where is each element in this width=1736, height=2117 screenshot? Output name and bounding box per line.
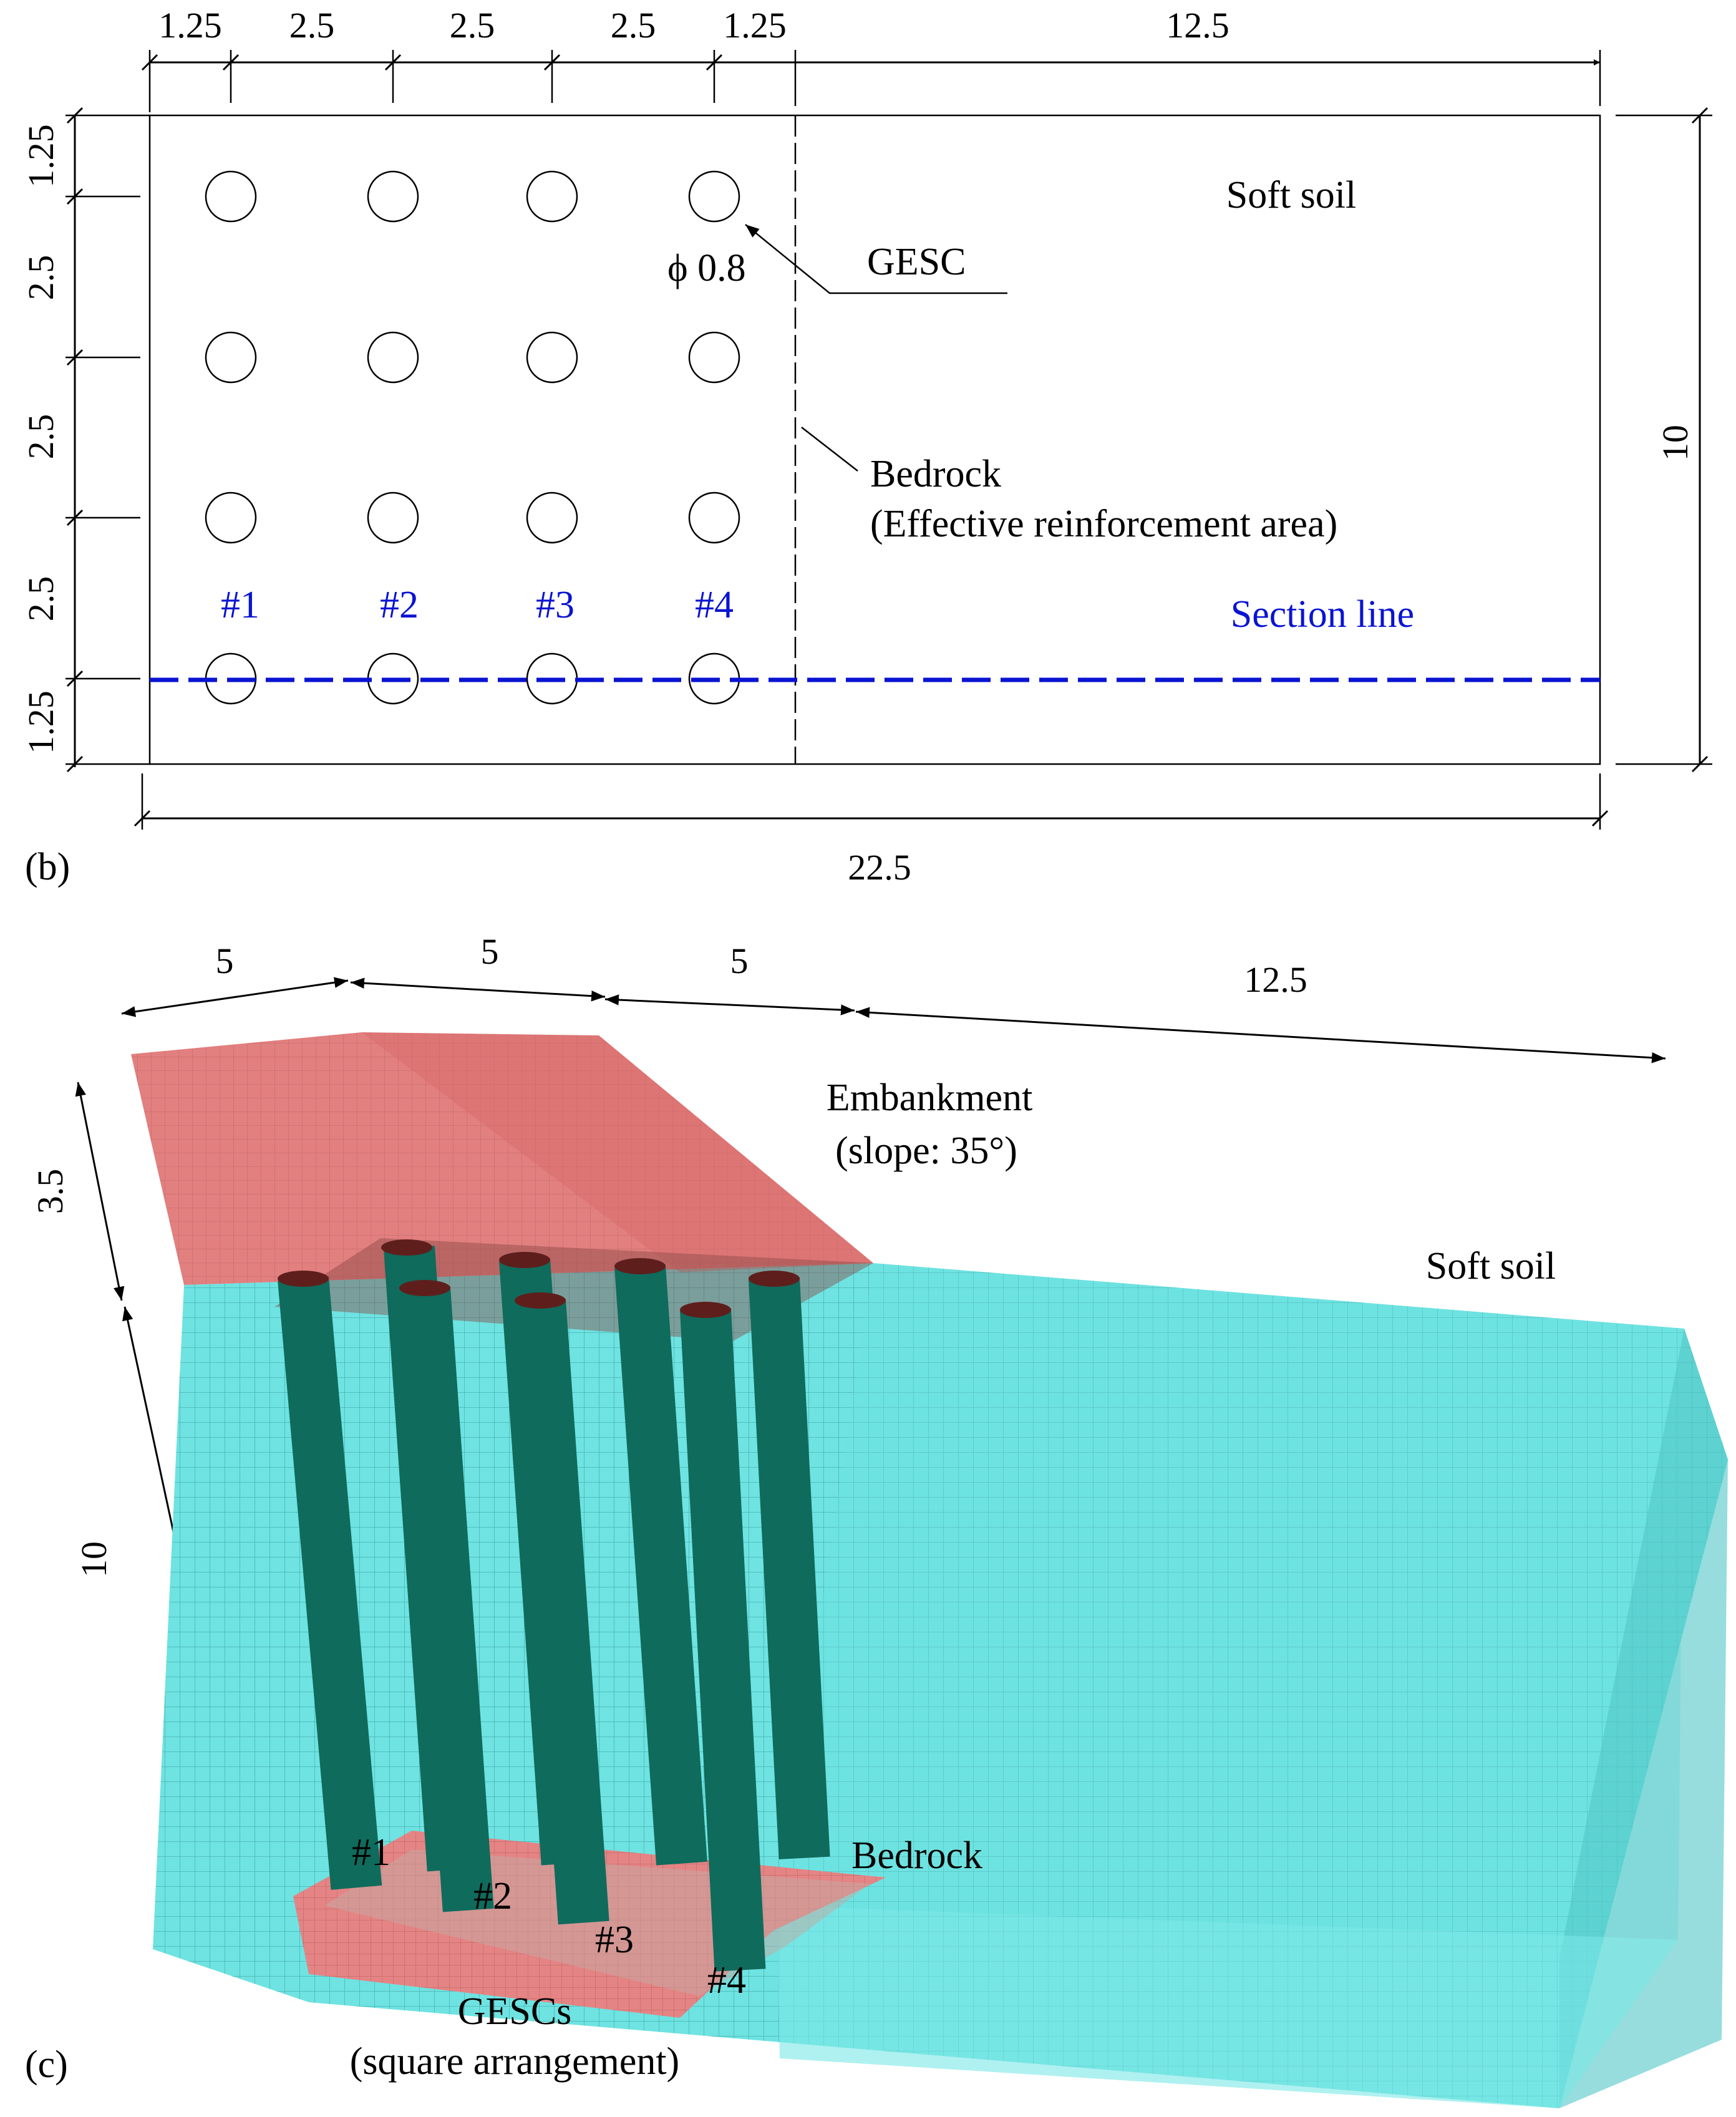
dim-slashes	[141, 54, 723, 71]
panel-c: 5 5 5 12.5 3.5 10	[25, 931, 1728, 2108]
top-dim-1: 1.25	[158, 5, 222, 46]
right-dimension: 10	[1616, 107, 1712, 773]
bottom-dim: 22.5	[848, 847, 911, 888]
column-circle	[526, 492, 578, 544]
column-id-1: #1	[221, 584, 259, 626]
embankment-label: Embankment	[827, 1077, 1033, 1119]
top-dim-4: 2.5	[611, 5, 656, 46]
c-height-embankment: 3.5	[30, 1169, 70, 1214]
bottom-dimension: 22.5	[133, 773, 1609, 888]
column-circle	[367, 492, 419, 544]
column-circle	[205, 492, 257, 544]
column-circle	[367, 170, 419, 223]
gesc-columns	[278, 1239, 830, 1972]
column-circle	[526, 331, 578, 384]
left-dim-4: 2.5	[21, 576, 61, 622]
effective-area-label: (Effective reinforcement area)	[870, 503, 1337, 545]
top-dim-6: 12.5	[1166, 5, 1229, 46]
left-dim-1: 1.25	[21, 124, 61, 188]
column-id-3: #3	[536, 584, 575, 626]
c-top-dim-1: 5	[216, 941, 234, 981]
c-column-id-3: #3	[595, 1919, 634, 1961]
arrangement-label: (square arrangement)	[350, 2040, 679, 2083]
c-bedrock-label: Bedrock	[851, 1834, 982, 1877]
top-dimension-chain: 1.25 2.5 2.5 2.5 1.25 12.5	[141, 5, 1601, 112]
left-dim-2: 2.5	[21, 255, 61, 301]
c-top-dim-4: 12.5	[1244, 959, 1307, 1000]
c-column-id-1: #1	[352, 1831, 390, 1874]
embankment	[131, 1032, 873, 1285]
c-height-arrow-emb	[75, 1082, 125, 1301]
c-dim-arrow	[121, 977, 349, 1017]
gesc-leader	[745, 224, 1007, 294]
section-line-label: Section line	[1231, 593, 1414, 636]
c-column-id-4: #4	[707, 1959, 746, 2002]
column-circle	[205, 170, 257, 223]
c-dim-arrow	[604, 994, 855, 1015]
c-top-dimensions: 5 5 5 12.5	[121, 931, 1666, 1063]
column-circle	[688, 492, 740, 544]
panel-b: 1.25 2.5 2.5 2.5 1.25 12.5 1.25 2.5 2.5	[21, 5, 1712, 888]
column	[399, 1280, 494, 1912]
panel-c-label: (c)	[25, 2043, 68, 2086]
soft-soil-end-face	[1559, 1329, 1728, 2108]
column	[680, 1302, 766, 1972]
top-dim-2: 2.5	[289, 5, 335, 46]
column-grid	[205, 170, 740, 705]
left-dim-5: 1.25	[21, 690, 61, 754]
bedrock-label: Bedrock	[870, 453, 1001, 495]
c-top-dim-3: 5	[730, 941, 749, 981]
column-circle	[688, 170, 740, 223]
soft-soil-bottom-face	[777, 1906, 1678, 2108]
plan-outline	[148, 114, 1601, 765]
top-dim-5: 1.25	[723, 5, 787, 46]
diameter-label: ϕ 0.8	[667, 247, 746, 289]
embankment-slope-face	[362, 1032, 873, 1272]
left-dimension-chain: 1.25 2.5 2.5 2.5 1.25	[21, 107, 150, 773]
column-circle	[205, 331, 257, 384]
gesc-label: GESC	[867, 241, 966, 283]
column-id-4: #4	[695, 584, 734, 626]
gescs-label: GESCs	[458, 1990, 572, 2033]
column	[278, 1271, 382, 1890]
column	[515, 1292, 609, 1925]
slope-label: (slope: 35°)	[835, 1130, 1017, 1172]
column-id-2: #2	[380, 584, 419, 626]
c-column-id-2: #2	[473, 1875, 512, 1917]
c-soft-soil-label: Soft soil	[1426, 1245, 1556, 1287]
c-dim-arrow	[855, 1007, 1666, 1063]
c-top-dim-2: 5	[481, 931, 499, 972]
column	[614, 1258, 707, 1866]
column	[749, 1271, 830, 1859]
soft-soil-face	[777, 1263, 1684, 1940]
column-circle	[367, 331, 419, 384]
top-dim-3: 2.5	[450, 5, 495, 46]
right-dim: 10	[1655, 425, 1695, 461]
c-dim-arrow	[350, 977, 606, 1002]
bedrock-leader	[801, 427, 858, 472]
left-dim-3: 2.5	[21, 414, 61, 460]
left-dim-slashes	[66, 107, 84, 773]
column-circle	[526, 170, 578, 223]
soft-soil-label: Soft soil	[1226, 174, 1356, 216]
column-circle	[688, 331, 740, 384]
c-height-soil: 10	[74, 1541, 114, 1577]
panel-b-label: (b)	[25, 846, 70, 888]
